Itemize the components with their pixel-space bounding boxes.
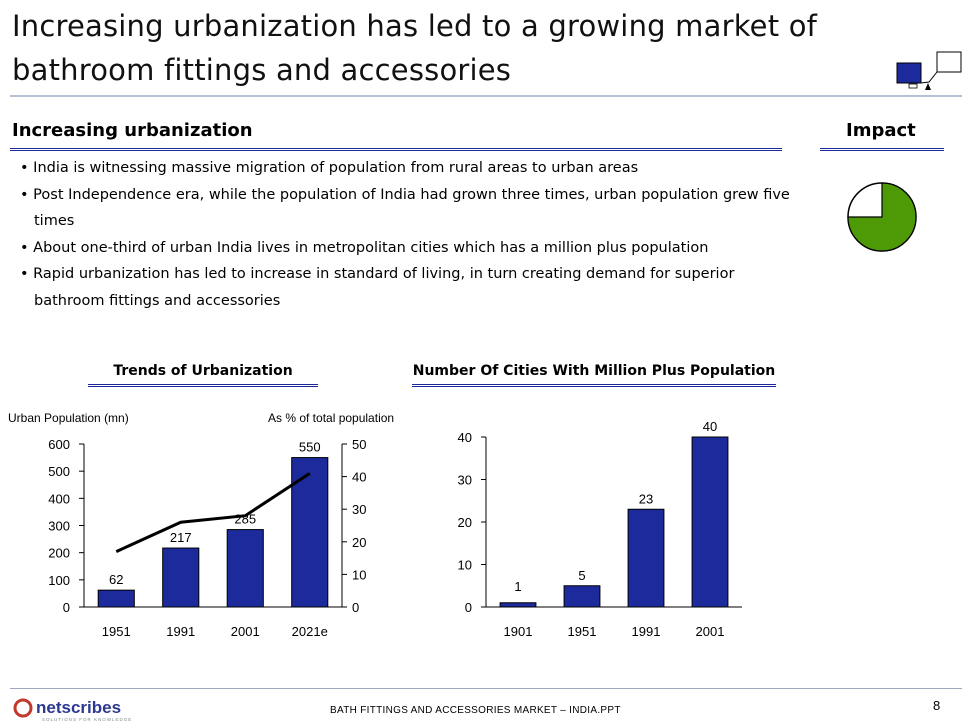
- impact-fill: [847, 182, 917, 252]
- section-rule-right: [820, 148, 944, 151]
- title-divider: [10, 95, 962, 97]
- chart2-data-label: 40: [703, 419, 717, 434]
- chart1-y2tick-label: 0: [352, 600, 359, 615]
- bullet-item: • Post Independence era, while the popul…: [20, 186, 790, 230]
- section-rule-left: [10, 148, 782, 151]
- chart2-category-label: 2001: [696, 624, 725, 639]
- bullet-item: • Rapid urbanization has led to increase…: [20, 266, 735, 309]
- chart1-ytick-label: 400: [48, 491, 70, 506]
- chart1-y2tick-label: 50: [352, 437, 366, 452]
- section-heading-impact: Impact: [846, 120, 916, 141]
- chart1-category-label: 2021e: [292, 624, 328, 639]
- chart1-ytick-label: 0: [63, 600, 70, 615]
- chart2-bar: [627, 508, 665, 608]
- chart2-category-label: 1901: [504, 624, 533, 639]
- chart1-ytick-label: 600: [48, 437, 70, 452]
- page-number: 8: [933, 698, 941, 713]
- chart1-title: Trends of Urbanization: [113, 363, 293, 379]
- chart2-ytick-label: 0: [465, 600, 472, 615]
- chart1-y2tick-label: 30: [352, 502, 366, 517]
- charts-area: Urban Population (mn) As % of total popu…: [8, 411, 742, 639]
- logo-mark-icon: [13, 698, 33, 718]
- chart1-y2tick-label: 10: [352, 567, 366, 582]
- chart1-bar: [226, 529, 264, 608]
- chart2-title-rule: [412, 384, 776, 387]
- section-heading-urbanization: Increasing urbanization: [12, 120, 253, 141]
- bullet-item: • About one-third of urban India lives i…: [20, 239, 709, 256]
- chart1-percent-line: [115, 472, 311, 553]
- footer-divider: [10, 688, 962, 689]
- chart1-data-label: 62: [109, 572, 123, 587]
- chart2-title: Number Of Cities With Million Plus Popul…: [412, 363, 776, 379]
- chart1-title-rule: [88, 384, 318, 387]
- bullet-item: • India is witnessing massive migration …: [20, 160, 639, 176]
- page-title: Increasing urbanization has led to a gro…: [12, 9, 818, 87]
- chart1-bar: [97, 589, 135, 608]
- chart1-data-label: 285: [234, 512, 256, 527]
- chart2-ytick-label: 40: [458, 430, 472, 445]
- chart1-data-label: 550: [299, 440, 321, 455]
- chart2-bar: [499, 602, 537, 608]
- chart2-ytick-label: 30: [458, 473, 472, 488]
- chart1-ytick-label: 500: [48, 464, 70, 479]
- chart2-ytick-label: 10: [458, 558, 472, 573]
- chart2-data-label: 23: [639, 491, 653, 506]
- impact-harvey-ball: [847, 182, 917, 252]
- chart2-data-label: 1: [514, 579, 521, 594]
- chart1-ylabel: Urban Population (mn): [8, 411, 129, 425]
- chart2-category-label: 1951: [568, 624, 597, 639]
- chart1-category-label: 1991: [166, 624, 195, 639]
- chart2-bar: [563, 585, 601, 608]
- chart2-bar: [691, 436, 729, 608]
- chart2-data-label: 5: [578, 568, 585, 583]
- netscribes-logo: netscribes SOLUTIONS FOR KNOWLEDGE: [13, 698, 132, 722]
- chart1-data-label: 217: [170, 530, 192, 545]
- chart2-category-label: 1991: [632, 624, 661, 639]
- footer-document-name: BATH FITTINGS AND ACCESSORIES MARKET – I…: [330, 705, 621, 716]
- chart1-ytick-label: 100: [48, 573, 70, 588]
- chart1-y2tick-label: 40: [352, 470, 366, 485]
- logo-text: netscribes: [36, 698, 121, 717]
- bullet-list: • India is witnessing massive migration …: [20, 155, 790, 314]
- chart1-bar: [162, 547, 200, 608]
- chart2-ytick-label: 20: [458, 515, 472, 530]
- chart1-ytick-label: 300: [48, 519, 70, 534]
- chart1-category-label: 2001: [231, 624, 260, 639]
- chart1-y2tick-label: 20: [352, 535, 366, 550]
- chart1-y2label: As % of total population: [268, 411, 394, 425]
- chart1-ytick-label: 200: [48, 546, 70, 561]
- chart1-category-label: 1951: [102, 624, 131, 639]
- presentation-icon: [896, 51, 962, 90]
- logo-tagline: SOLUTIONS FOR KNOWLEDGE: [42, 717, 132, 722]
